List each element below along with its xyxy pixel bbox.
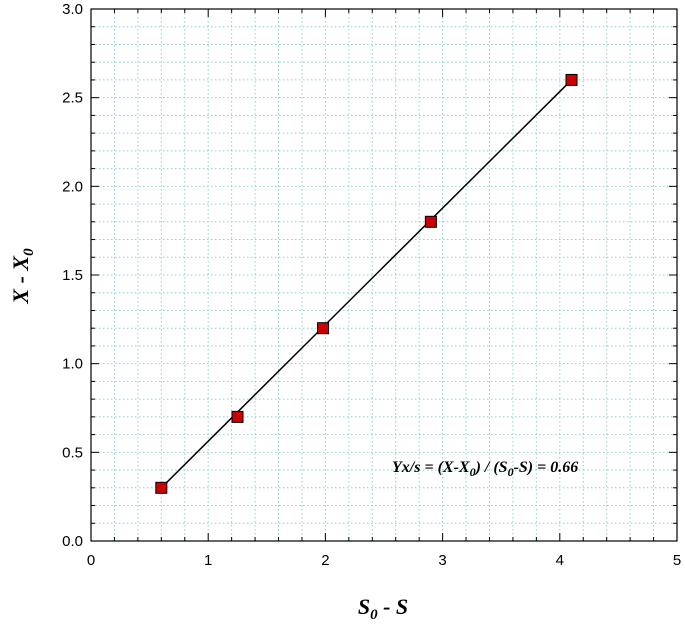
x-tick-label: 1	[204, 552, 212, 569]
x-tick-label: 4	[556, 552, 564, 569]
data-point	[231, 410, 244, 423]
data-point	[155, 481, 168, 494]
yield-annotation: Yx/s = (X-X0) / (S0-S) = 0.66	[392, 459, 578, 479]
y-tick-label: 0.0	[62, 533, 83, 550]
grid	[91, 9, 677, 541]
data-point	[565, 73, 578, 86]
y-axis-title: X - X0	[8, 248, 37, 305]
data-markers	[155, 73, 578, 494]
y-tick-label: 2.0	[62, 178, 83, 195]
y-tick-labels: 0.0 0.5 1.0 1.5 2.0 2.5 3.0	[62, 1, 83, 550]
y-tick-label: 2.5	[62, 90, 83, 107]
x-axis-title: S0 - S	[358, 594, 408, 623]
fit-line	[160, 79, 573, 489]
y-tick-label: 1.5	[62, 267, 83, 284]
y-tick-label: 1.0	[62, 356, 83, 373]
ticks	[90, 8, 678, 542]
x-tick-label: 5	[673, 552, 681, 569]
x-tick-label: 2	[321, 552, 329, 569]
data-point	[317, 322, 330, 335]
y-tick-label: 0.5	[62, 444, 83, 461]
data-point	[424, 215, 437, 228]
y-tick-label: 3.0	[62, 1, 83, 18]
x-tick-label: 0	[87, 552, 95, 569]
x-tick-labels: 0 1 2 3 4 5	[87, 552, 681, 569]
x-tick-label: 3	[438, 552, 446, 569]
